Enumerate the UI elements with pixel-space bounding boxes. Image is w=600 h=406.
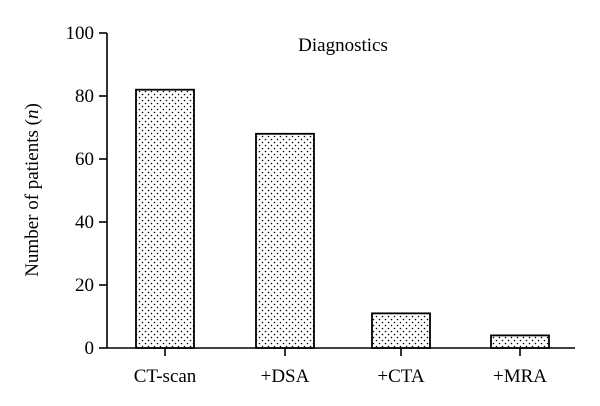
x-tick-label: +MRA — [493, 366, 547, 387]
bar-cta — [371, 312, 431, 349]
y-tick-label: 100 — [66, 23, 95, 44]
y-ticks: 0 20 40 60 80 100 — [66, 23, 107, 359]
x-tick-label: +CTA — [377, 366, 424, 387]
y-tick-label: 0 — [85, 338, 95, 359]
y-tick-label: 80 — [75, 86, 94, 107]
bar-ctscan — [135, 88, 195, 349]
chart-title: Diagnostics — [298, 35, 388, 56]
x-tick-label: CT-scan — [134, 366, 197, 387]
x-ticks: CT-scan +DSA +CTA +MRA — [134, 348, 547, 387]
y-tick-label: 20 — [75, 275, 94, 296]
y-axis-label-suffix: ) — [22, 103, 43, 109]
bar-mra — [490, 334, 550, 349]
y-axis-label: Number of patients (n) — [22, 103, 43, 277]
y-tick-label: 60 — [75, 149, 94, 170]
bars — [135, 88, 550, 349]
y-axis-label-prefix: Number of patients ( — [22, 119, 43, 277]
x-tick-label: +DSA — [261, 366, 310, 387]
bar-dsa — [255, 132, 315, 349]
y-axis-label-variable: n — [22, 110, 43, 120]
y-tick-label: 40 — [75, 212, 94, 233]
